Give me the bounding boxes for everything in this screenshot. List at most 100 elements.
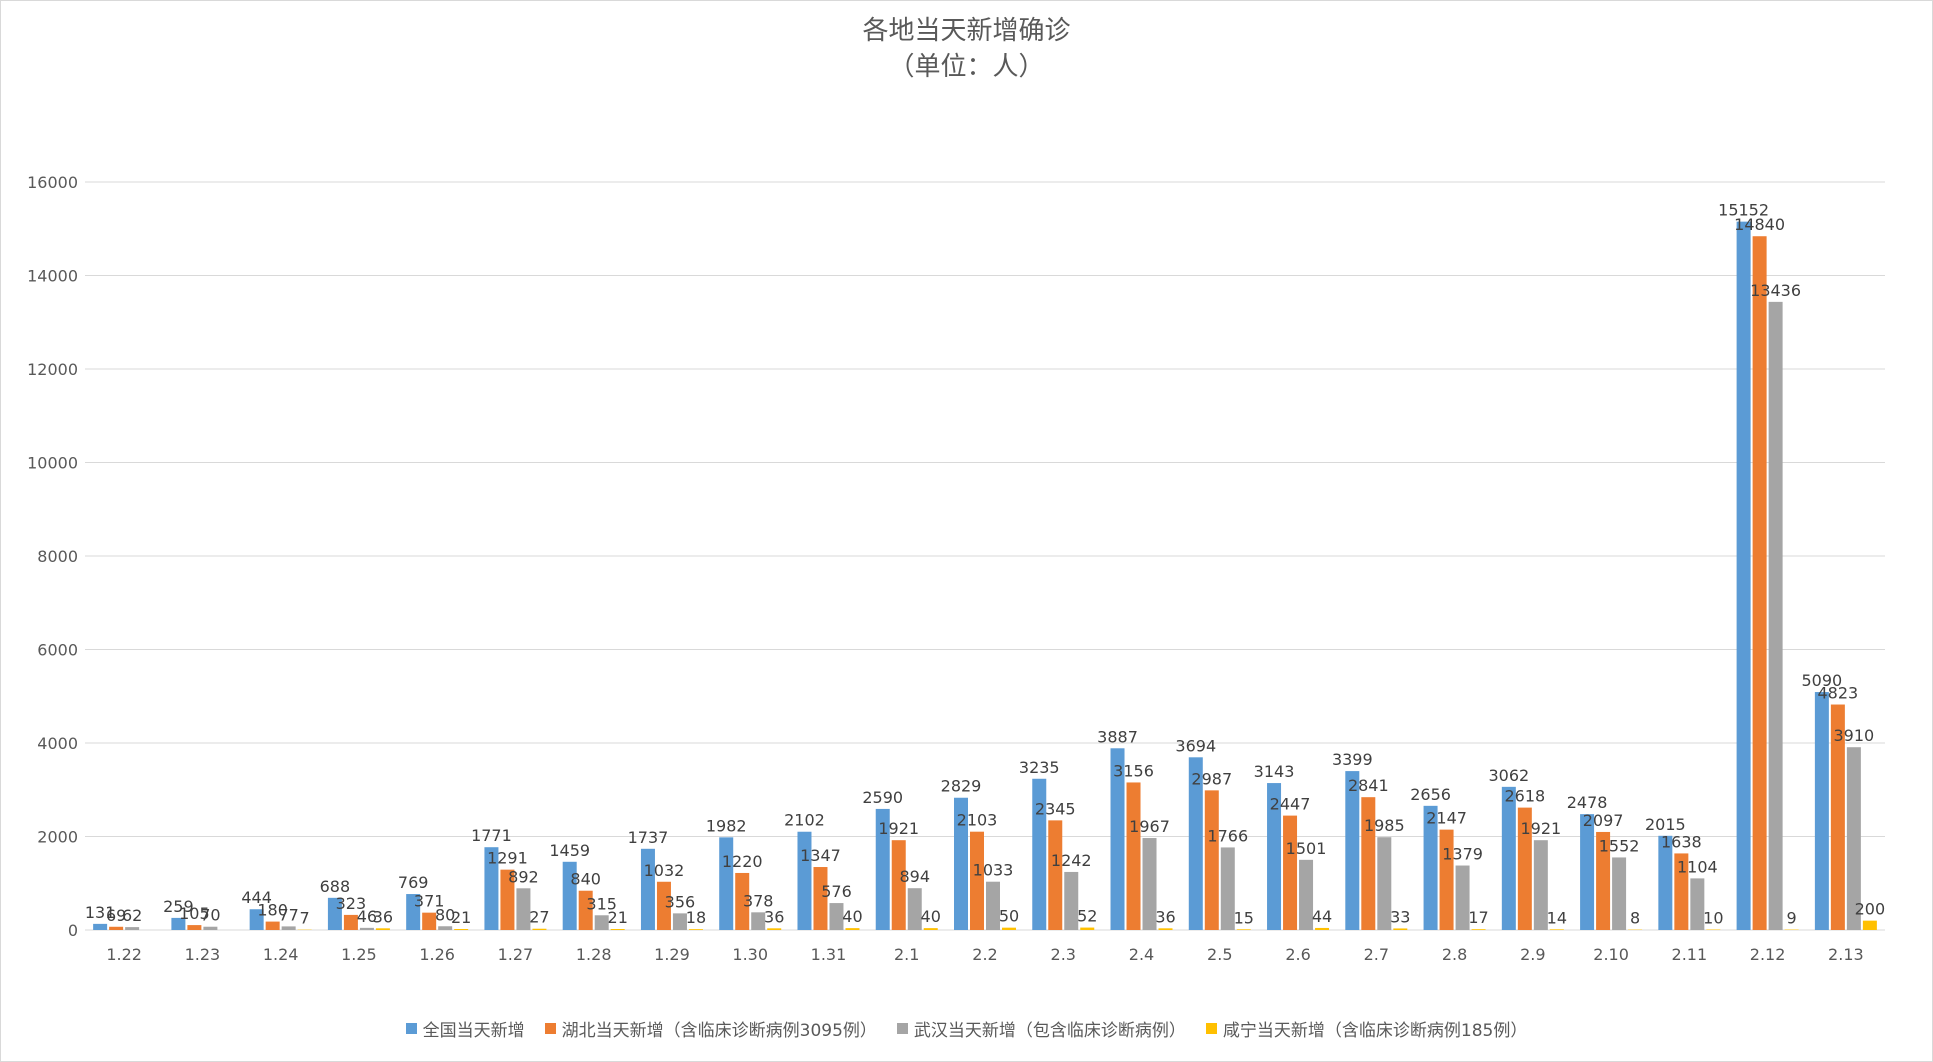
data-label: 8 xyxy=(1630,909,1640,928)
data-label: 21 xyxy=(608,908,628,927)
bar xyxy=(171,917,186,930)
data-label: 3887 xyxy=(1097,727,1138,746)
data-label: 2015 xyxy=(1645,815,1686,834)
bar xyxy=(1846,747,1861,930)
data-label: 1552 xyxy=(1599,836,1640,855)
bar xyxy=(610,929,625,930)
data-label: 2618 xyxy=(1504,787,1545,806)
legend-label: 武汉当天新增（包含临床诊断病例） xyxy=(913,1021,1186,1041)
data-label: 1347 xyxy=(800,846,841,865)
bar xyxy=(891,840,906,930)
data-label: 1501 xyxy=(1286,839,1327,858)
data-label: 1291 xyxy=(487,849,528,868)
bar xyxy=(923,928,938,930)
bar xyxy=(578,890,593,930)
bar xyxy=(1158,928,1173,930)
data-label: 576 xyxy=(821,882,852,901)
legend-swatch xyxy=(896,1023,908,1034)
data-label: 15 xyxy=(1234,908,1254,927)
data-label: 27 xyxy=(529,908,549,927)
bar xyxy=(109,926,124,930)
data-label: 15152 xyxy=(1718,201,1769,220)
data-label: 769 xyxy=(398,873,429,892)
bar xyxy=(187,925,202,930)
bar xyxy=(1471,929,1486,930)
bar xyxy=(1690,878,1705,930)
bar xyxy=(1439,829,1454,930)
legend-item: 全国当天新增 xyxy=(405,1016,525,1041)
data-label: 44 xyxy=(1312,907,1332,926)
legend-swatch xyxy=(544,1023,556,1034)
data-label: 1459 xyxy=(549,841,590,860)
data-label: 3143 xyxy=(1254,762,1295,781)
data-label: 18 xyxy=(686,908,706,927)
data-label: 1766 xyxy=(1207,826,1248,845)
bar xyxy=(406,894,421,930)
bar xyxy=(1862,920,1877,930)
x-tick-label: 2.8 xyxy=(1442,945,1467,964)
bar xyxy=(735,872,750,930)
x-tick-label: 1.24 xyxy=(263,945,299,964)
data-label: 36 xyxy=(373,907,393,926)
y-tick-label: 8000 xyxy=(37,547,78,566)
y-tick-label: 14000 xyxy=(27,267,78,286)
bar xyxy=(1361,797,1376,930)
x-tick-label: 2.13 xyxy=(1828,945,1864,964)
y-tick-label: 0 xyxy=(68,921,78,940)
data-label: 70 xyxy=(200,906,220,925)
data-label: 4823 xyxy=(1818,684,1859,703)
data-label: 3156 xyxy=(1113,761,1154,780)
bar xyxy=(1658,835,1673,930)
bar xyxy=(532,928,547,930)
bar xyxy=(438,926,453,930)
bar xyxy=(1142,838,1157,930)
data-label: 259 xyxy=(163,897,194,916)
bar xyxy=(359,927,374,930)
bar xyxy=(719,837,734,930)
data-label: 14 xyxy=(1547,908,1567,927)
bar xyxy=(1048,820,1063,930)
bar xyxy=(203,926,218,930)
y-tick-label: 16000 xyxy=(27,173,78,192)
bar xyxy=(1423,805,1438,930)
data-label: 1921 xyxy=(878,819,919,838)
data-label: 2590 xyxy=(862,788,903,807)
bar xyxy=(249,909,264,930)
bar xyxy=(1612,857,1627,930)
bar xyxy=(1126,782,1141,930)
bar xyxy=(1315,927,1330,930)
plot-area: 0 2000 4000 6000 8000 10000 12000 14000 16000 13… xyxy=(27,173,1885,964)
chart-subtitle: （单位：人） xyxy=(888,52,1045,82)
bar xyxy=(907,888,922,930)
data-label: 69 xyxy=(106,906,126,925)
y-tick-label: 4000 xyxy=(37,734,78,753)
legend: 全国当天新增 湖北当天新增（含临床诊断病例3095例） 武汉当天新增（包含临床诊断病… xyxy=(0,1016,1933,1041)
data-label: 1771 xyxy=(471,826,512,845)
data-label: 2656 xyxy=(1410,785,1451,804)
x-tick-label: 2.11 xyxy=(1672,945,1708,964)
data-label: 2841 xyxy=(1348,776,1389,795)
data-label: 840 xyxy=(570,870,601,889)
x-tick-label: 1.28 xyxy=(576,945,612,964)
bar xyxy=(1830,704,1845,930)
legend-label: 湖北当天新增（含临床诊断病例3095例） xyxy=(561,1021,877,1041)
bar xyxy=(986,881,1000,930)
data-label: 1220 xyxy=(722,852,763,871)
data-label: 13436 xyxy=(1750,281,1801,300)
bar xyxy=(751,912,766,930)
data-label: 36 xyxy=(1155,907,1175,926)
bar xyxy=(656,881,671,930)
bar xyxy=(422,912,437,930)
bar xyxy=(1345,771,1360,930)
data-label: 17 xyxy=(1468,908,1488,927)
data-label: 21 xyxy=(451,908,471,927)
data-label: 200 xyxy=(1855,900,1886,919)
data-label: 3235 xyxy=(1019,758,1060,777)
legend-item: 咸宁当天新增（含临床诊断病例185例） xyxy=(1205,1016,1527,1041)
bar xyxy=(875,808,890,930)
x-axis-ticks: 1.22 1.23 1.24 1.25 1.26 1.27 1.28 1.29 1.30 1.31… xyxy=(106,945,1863,964)
chart-title: 各地当天新增确诊 xyxy=(862,16,1071,46)
x-tick-label: 2.4 xyxy=(1129,945,1154,964)
y-tick-label: 6000 xyxy=(37,641,78,660)
